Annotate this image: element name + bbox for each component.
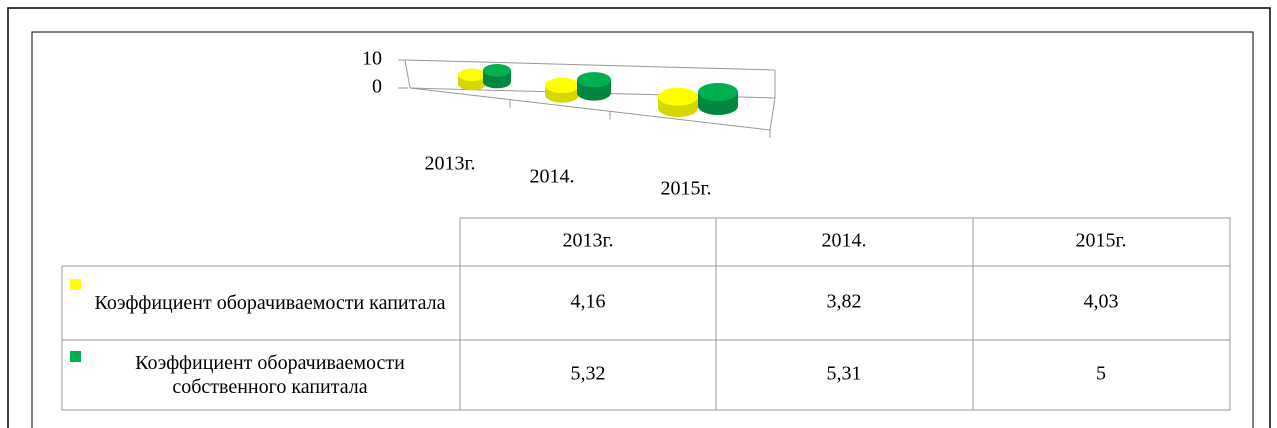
cylinder — [458, 68, 486, 91]
x-tick-label: 2013г. — [425, 153, 476, 175]
table-grid — [61, 217, 1231, 411]
table-value: 5 — [1096, 363, 1106, 385]
table-header: 2014. — [822, 230, 867, 252]
table-value: 5,31 — [827, 363, 862, 385]
x-tick-label: 2015г. — [661, 178, 712, 200]
table-header: 2015г. — [1076, 230, 1127, 252]
cylinder-top — [658, 87, 698, 106]
legend-label-box: Коэффициент оборачиваемости собственного… — [135, 352, 405, 398]
legend-swatch — [70, 351, 81, 362]
side-wall-line — [404, 59, 411, 89]
floor-side-line — [769, 97, 776, 131]
page-border — [7, 7, 1271, 428]
chart-border — [31, 31, 1254, 428]
x-tick-label: 2014. — [530, 166, 575, 188]
y-tick-label: 10 — [362, 48, 382, 70]
cylinder-top — [545, 77, 579, 94]
table-value: 3,82 — [827, 291, 862, 313]
cylinder-top — [577, 72, 611, 88]
cylinder-top — [458, 68, 486, 82]
x-axis-line — [409, 87, 771, 131]
cylinder-top — [698, 83, 738, 101]
cylinder-top — [483, 63, 511, 77]
cylinder — [698, 83, 738, 115]
legend-label-box: Коэффициент оборачиваемости капитала — [94, 292, 446, 314]
cylinder — [577, 72, 611, 101]
table-value: 4,03 — [1084, 291, 1119, 313]
legend-label: Коэффициент оборачиваемости капитала — [94, 292, 446, 314]
y-tick-label: 0 — [372, 76, 382, 98]
legend-label: Коэффициент оборачиваемости собственного… — [135, 352, 405, 398]
table-value: 5,32 — [571, 363, 606, 385]
table-header: 2013г. — [563, 230, 614, 252]
back-wall-line — [404, 59, 776, 71]
table-value: 4,16 — [571, 291, 606, 313]
cylinder — [658, 87, 698, 117]
cylinder — [483, 63, 511, 89]
legend-swatch — [70, 279, 81, 290]
cylinder — [545, 77, 579, 103]
